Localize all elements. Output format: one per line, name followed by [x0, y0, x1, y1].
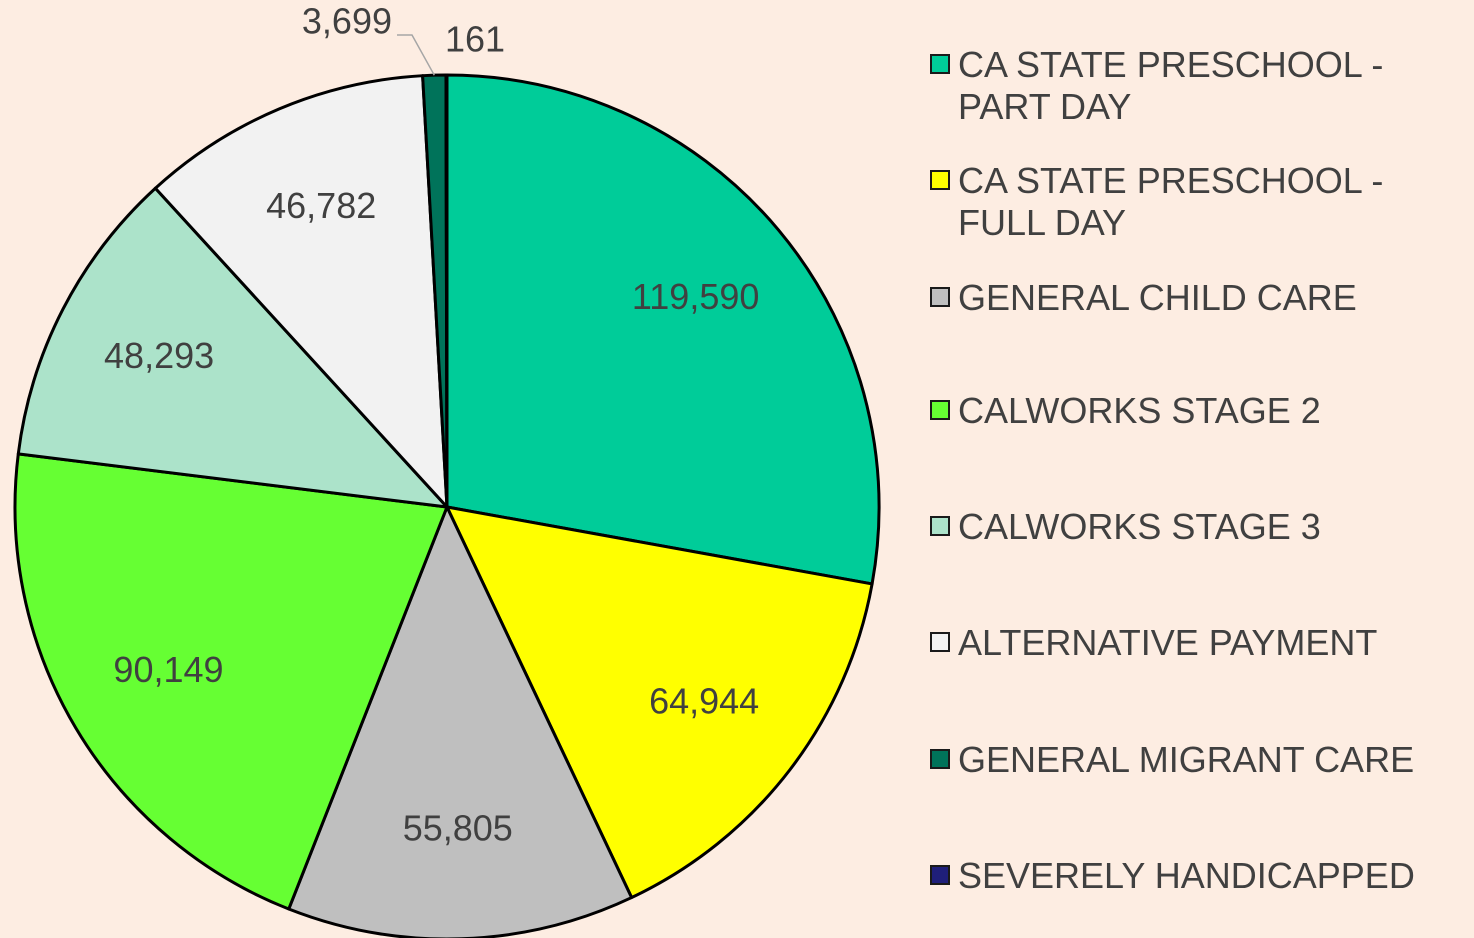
legend-swatch	[930, 632, 950, 652]
legend-label: GENERAL CHILD CARE	[958, 277, 1357, 318]
pie-slice	[445, 505, 874, 900]
legend-item: CA STATE PRESCHOOL - FULL DAY	[930, 160, 1455, 244]
legend-swatch	[930, 400, 950, 420]
pie-slice	[445, 73, 881, 586]
data-label: 55,805	[403, 807, 513, 848]
data-label: 48,293	[104, 335, 214, 376]
legend-swatch	[930, 170, 950, 190]
legend-swatch	[930, 287, 950, 307]
leader-line	[397, 34, 435, 76]
pie-slice	[13, 452, 449, 911]
legend-item: CALWORKS STAGE 2	[930, 390, 1455, 432]
data-label: 3,699	[302, 1, 392, 42]
legend-item: CALWORKS STAGE 3	[930, 506, 1455, 548]
legend-label: CALWORKS STAGE 2	[958, 390, 1321, 431]
legend-item: SEVERELY HANDICAPPED	[930, 855, 1455, 897]
data-label: 119,590	[632, 276, 759, 317]
data-label: 90,149	[113, 649, 223, 690]
legend-label: CALWORKS STAGE 3	[958, 506, 1321, 547]
pie-slice	[153, 74, 449, 509]
legend-swatch	[930, 749, 950, 769]
legend-item: ALTERNATIVE PAYMENT	[930, 622, 1455, 664]
pie-slice	[287, 505, 634, 938]
legend-swatch	[930, 54, 950, 74]
legend-label: SEVERELY HANDICAPPED	[958, 855, 1415, 896]
pie-slice	[444, 73, 449, 509]
legend-label: CA STATE PRESCHOOL - PART DAY	[958, 44, 1384, 127]
data-label: 46,782	[266, 185, 376, 226]
legend-swatch	[930, 516, 950, 536]
data-label: 64,944	[649, 681, 759, 722]
chart: 119,590 64,944 55,805 90,149 48,293 46,782 3,6…	[13, 1, 881, 938]
pie-slice	[16, 186, 449, 509]
legend-label: CA STATE PRESCHOOL - FULL DAY	[958, 160, 1384, 243]
legend-label: GENERAL MIGRANT CARE	[958, 739, 1415, 780]
data-label: 161	[445, 19, 505, 60]
legend-label: ALTERNATIVE PAYMENT	[958, 622, 1378, 663]
legend-item: GENERAL MIGRANT CARE	[930, 739, 1455, 781]
legend-swatch	[930, 865, 950, 885]
legend-item: CA STATE PRESCHOOL - PART DAY	[930, 44, 1455, 128]
legend-item: GENERAL CHILD CARE	[930, 277, 1455, 319]
